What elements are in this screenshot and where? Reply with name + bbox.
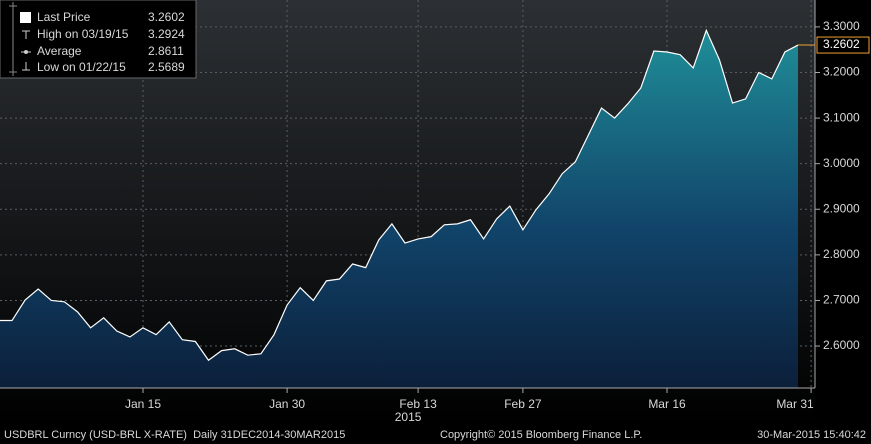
legend-label: Low on 01/22/15: [37, 60, 126, 74]
y-tick-label: 3.0000: [823, 156, 860, 170]
legend-bracket: [9, 2, 17, 76]
last-price-label: 3.2602: [823, 37, 860, 51]
legend-value: 3.2924: [148, 27, 185, 41]
legend-label: Average: [37, 44, 82, 58]
legend-icon: [22, 30, 30, 39]
x-year-label: 2015: [395, 410, 422, 424]
x-tick-label: Jan 15: [125, 397, 161, 411]
line: [0, 28, 799, 362]
legend-value: 2.8611: [148, 44, 184, 58]
last-price-tag: [816, 36, 870, 54]
x-tick-label: Feb 27: [504, 397, 542, 411]
y-tick-label: 2.7000: [823, 293, 860, 307]
x-tick-label: Mar 31: [776, 397, 814, 411]
y-tick-label: 2.8000: [823, 247, 860, 261]
legend-value: 3.2602: [148, 10, 185, 24]
axis-background: [815, 0, 871, 425]
y-tick-label: 3.1000: [823, 110, 860, 124]
legend-icon: [22, 62, 30, 71]
legend-value: 2.5689: [148, 60, 185, 74]
legend: Last Price 3.2602 High on 03/19/15 3.292…: [0, 0, 197, 79]
y-tick-label: 3.3000: [823, 19, 860, 33]
y-tick-label: 2.6000: [823, 338, 860, 352]
x-tick-label: Mar 16: [648, 397, 686, 411]
y-tick-label: 2.9000: [823, 201, 860, 215]
legend-swatch: [20, 12, 31, 23]
footer-right: 30-Mar-2015 15:40:42: [757, 429, 866, 441]
legend-label: Last Price: [37, 10, 91, 24]
legend-label: High on 03/19/15: [37, 27, 129, 41]
footer-center: Copyright© 2015 Bloomberg Finance L.P.: [440, 429, 642, 441]
area: [0, 30, 798, 389]
footer-left: USDBRL Curncy (USD-BRL X-RATE) Daily 31D…: [4, 429, 345, 441]
y-tick-label: 3.2000: [823, 65, 860, 79]
legend-box: [0, 0, 197, 79]
legend-icon: [24, 50, 28, 54]
x-tick-label: Feb 13: [399, 397, 437, 411]
x-tick-label: Jan 30: [269, 397, 305, 411]
